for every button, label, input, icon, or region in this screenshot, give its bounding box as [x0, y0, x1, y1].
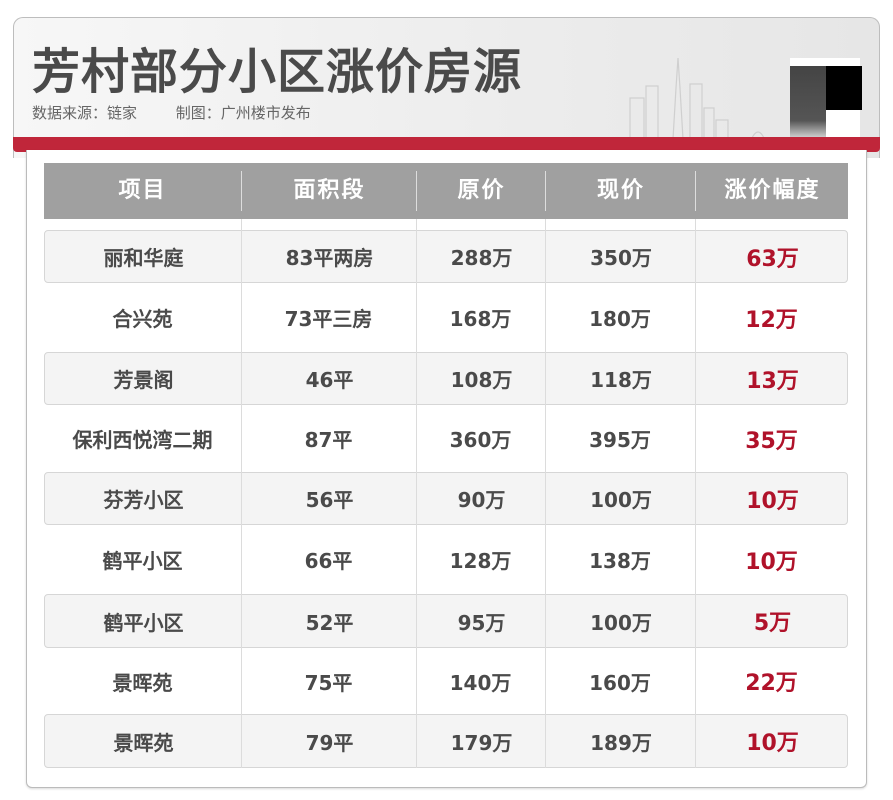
- cell-current-price: 138万: [589, 549, 651, 573]
- cell-current-price: 180万: [589, 307, 651, 331]
- table-row: 鹤平小区 66平 128万 138万 10万: [44, 525, 848, 594]
- city-skyline-icon: [629, 58, 765, 156]
- cell-project: 保利西悦湾二期: [72, 428, 213, 452]
- column-header-original-price: 原价: [416, 171, 546, 211]
- cell-current-price: 118万: [590, 368, 652, 392]
- table-row: 鹤平小区 52平 95万 100万 5万: [44, 594, 848, 648]
- cell-original-price: 95万: [457, 610, 506, 635]
- subtitle: 数据来源：链家 制图：广州楼市发布: [32, 102, 345, 123]
- cell-original-price: 168万: [449, 307, 512, 331]
- column-header-increase: 涨价幅度: [695, 171, 849, 211]
- cell-current-price: 100万: [590, 488, 652, 512]
- table-row: 保利西悦湾二期 87平 360万 395万 35万: [44, 405, 848, 472]
- table-row: 丽和华庭 83平两房 288万 350万 63万: [44, 230, 848, 283]
- cell-original-price: 128万: [449, 549, 512, 573]
- header-banner: 芳村部分小区涨价房源 数据来源：链家 制图：广州楼市发布: [13, 17, 880, 158]
- cell-increase: 63万: [746, 246, 799, 272]
- logo: [790, 58, 862, 148]
- cell-project: 芳景阁: [113, 368, 174, 392]
- cell-project: 景晖苑: [112, 670, 173, 695]
- table-row: 芬芳小区 56平 90万 100万 10万: [44, 472, 848, 525]
- column-divider: [545, 219, 546, 768]
- cell-project: 景晖苑: [113, 730, 174, 755]
- cell-project: 鹤平小区: [102, 549, 183, 573]
- table-row: 景晖苑 79平 179万 189万 10万: [44, 714, 848, 768]
- cell-area: 56平: [305, 488, 354, 512]
- cell-project: 芬芳小区: [103, 488, 184, 512]
- column-divider: [416, 219, 417, 768]
- cell-original-price: 90万: [457, 488, 506, 512]
- cell-increase: 13万: [746, 368, 799, 394]
- cell-area: 83平两房: [285, 246, 374, 270]
- cell-original-price: 108万: [450, 368, 513, 392]
- cell-increase: 12万: [745, 307, 798, 333]
- page-title: 芳村部分小区涨价房源: [32, 44, 523, 100]
- cell-current-price: 395万: [589, 428, 651, 452]
- credit: 制图：广州楼市发布: [175, 104, 311, 122]
- table-row: 景晖苑 75平 140万 160万 22万: [44, 648, 848, 714]
- column-divider: [695, 219, 696, 768]
- cell-increase: 10万: [746, 488, 799, 514]
- cell-current-price: 100万: [590, 610, 652, 635]
- cell-current-price: 189万: [590, 730, 652, 755]
- cell-current-price: 160万: [589, 670, 651, 695]
- cell-original-price: 179万: [450, 730, 513, 755]
- cell-original-price: 288万: [450, 246, 513, 270]
- column-divider: [241, 219, 242, 768]
- table-header: 项目 面积段 原价 现价 涨价幅度: [44, 163, 848, 219]
- cell-original-price: 140万: [449, 670, 512, 695]
- column-header-project: 项目: [118, 178, 167, 203]
- column-header-current-price: 现价: [545, 171, 696, 211]
- cell-increase: 22万: [745, 671, 798, 696]
- cell-project: 合兴苑: [112, 307, 173, 331]
- cell-original-price: 360万: [449, 428, 512, 452]
- table-row: 合兴苑 73平三房 168万 180万 12万: [44, 283, 848, 352]
- cell-increase: 10万: [745, 549, 798, 575]
- cell-area: 73平三房: [284, 307, 373, 331]
- cell-area: 66平: [304, 549, 353, 573]
- cell-area: 46平: [305, 368, 354, 392]
- data-source: 数据来源：链家: [32, 104, 138, 122]
- accent-bar: [13, 137, 880, 152]
- cell-area: 52平: [305, 610, 354, 635]
- cell-area: 79平: [305, 730, 354, 755]
- cell-increase: 10万: [746, 731, 799, 756]
- cell-current-price: 350万: [590, 246, 652, 270]
- cell-project: 鹤平小区: [103, 610, 184, 635]
- cell-area: 75平: [304, 670, 353, 695]
- cell-project: 丽和华庭: [103, 246, 184, 270]
- column-header-area: 面积段: [241, 171, 417, 211]
- cell-area: 87平: [304, 428, 353, 452]
- cell-increase: 35万: [745, 428, 798, 454]
- table-row: 芳景阁 46平 108万 118万 13万: [44, 352, 848, 405]
- cell-increase: 5万: [753, 611, 792, 636]
